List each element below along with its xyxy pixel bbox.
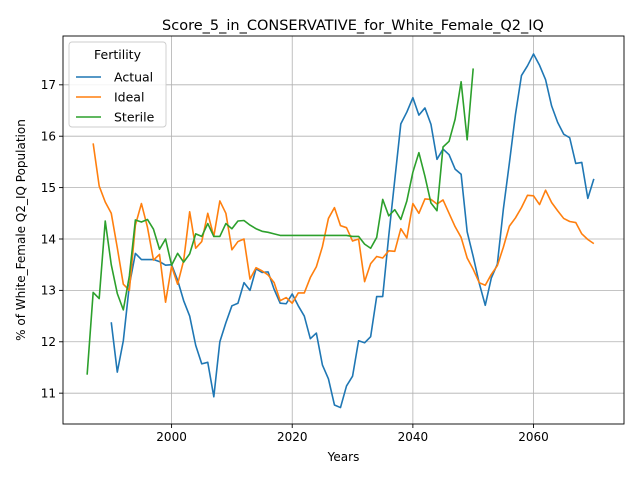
- series-line-sterile: [86, 68, 474, 375]
- legend-title: Fertility: [94, 47, 142, 62]
- y-axis-label: % of White_Female Q2_IQ Population: [14, 119, 28, 341]
- x-tick-label: 2020: [277, 430, 308, 444]
- x-tick-label: 2000: [156, 430, 187, 444]
- legend-label-actual: Actual: [114, 70, 153, 85]
- x-axis-ticks: 2000 2020 2040 2060: [156, 424, 549, 444]
- x-tick-label: 2060: [518, 430, 549, 444]
- series-lines: [86, 53, 595, 409]
- plot-frame: [62, 35, 625, 425]
- legend-label-ideal: Ideal: [114, 90, 144, 105]
- x-tick-label: 2040: [398, 430, 429, 444]
- series-line-ideal: [92, 143, 595, 305]
- y-tick-label: 13: [41, 284, 56, 298]
- chart-title: Score_5_in_CONSERVATIVE_for_White_Female…: [162, 18, 544, 34]
- x-axis-label: Years: [327, 450, 360, 464]
- y-tick-label: 16: [41, 130, 56, 144]
- legend-label-sterile: Sterile: [114, 110, 155, 125]
- legend: Fertility Actual Ideal Sterile: [68, 41, 167, 128]
- legend-entries: Actual Ideal Sterile: [76, 70, 155, 125]
- legend-box: [68, 41, 167, 128]
- y-tick-label: 15: [41, 181, 56, 195]
- series-line-actual: [110, 53, 595, 409]
- y-tick-label: 17: [41, 78, 56, 92]
- y-axis-ticks: 11 12 13 14 15 16 17: [41, 78, 63, 400]
- y-tick-label: 14: [41, 232, 56, 246]
- y-tick-label: 12: [41, 335, 56, 349]
- y-tick-label: 11: [41, 386, 56, 400]
